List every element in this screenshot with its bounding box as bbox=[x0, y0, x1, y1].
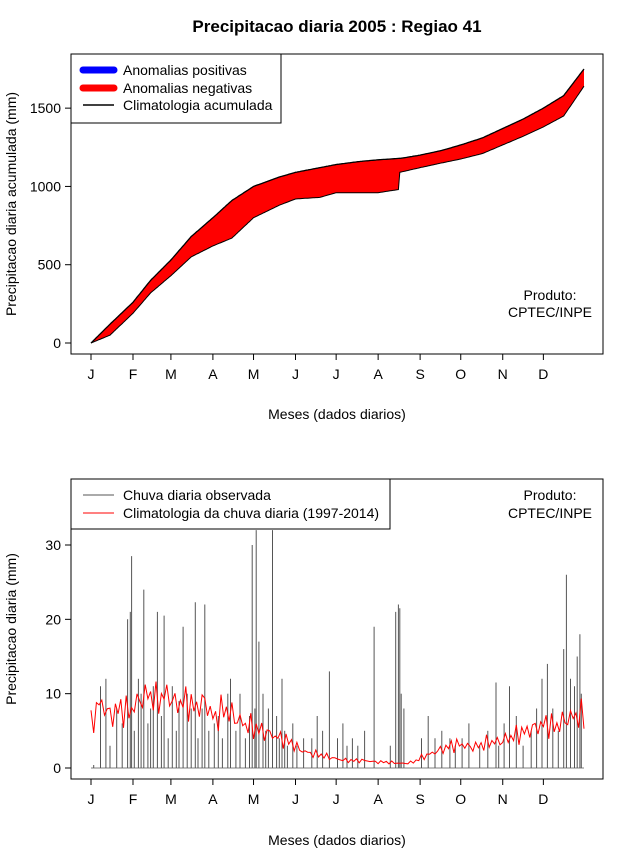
x-tick-label: O bbox=[455, 791, 466, 807]
y-tick-label: 500 bbox=[38, 257, 62, 273]
climatology-accumulated-line bbox=[90, 68, 585, 344]
observed-accumulated-line bbox=[90, 85, 585, 344]
x-tick-label: J bbox=[88, 791, 95, 807]
x-tick-label: S bbox=[415, 791, 424, 807]
x-tick-label: A bbox=[373, 366, 383, 382]
x-tick-label: M bbox=[248, 791, 260, 807]
figure-title: Precipitacao diaria 2005 : Regiao 41 bbox=[192, 17, 481, 36]
y-tick-label: 30 bbox=[45, 537, 61, 553]
y-tick-label: 0 bbox=[53, 335, 61, 351]
x-tick-label: J bbox=[292, 366, 299, 382]
daily-precipitation-chart: 0 10 20 30 J F M A M J J A S O N D Precipitacao diaria … bbox=[3, 478, 604, 848]
legend-label-negative: Anomalias negativas bbox=[123, 80, 252, 96]
legend-label-positive: Anomalias positivas bbox=[123, 62, 247, 78]
x-tick-label: J bbox=[333, 366, 340, 382]
climatology-daily-line bbox=[90, 681, 585, 765]
x-tick-label: O bbox=[455, 366, 466, 382]
y-tick-label: 10 bbox=[45, 686, 61, 702]
x-tick-label: J bbox=[292, 791, 299, 807]
product-source: CPTEC/INPE bbox=[508, 304, 592, 320]
x-tick-label: S bbox=[415, 366, 424, 382]
y-axis-label: Precipitacao diaria acumulada (mm) bbox=[3, 92, 19, 316]
x-tick-label: A bbox=[373, 791, 383, 807]
y-tick-label: 1000 bbox=[30, 178, 61, 194]
y-axis-label: Precipitacao diaria (mm) bbox=[3, 553, 19, 705]
x-tick-label: M bbox=[165, 791, 177, 807]
legend: Chuva diaria observada Climatologia da c… bbox=[70, 478, 391, 530]
legend: Anomalias positivas Anomalias negativas … bbox=[70, 53, 282, 124]
x-tick-label: D bbox=[538, 791, 548, 807]
y-tick-label: 20 bbox=[45, 611, 61, 627]
x-axis-label: Meses (dados diarios) bbox=[268, 832, 406, 848]
legend-label-observed: Chuva diaria observada bbox=[123, 487, 271, 503]
x-tick-label: J bbox=[333, 791, 340, 807]
product-label: Produto: bbox=[524, 487, 577, 503]
cumulative-precipitation-chart: 0 500 1000 1500 J F M A M J J A S O N D Precipitacao di… bbox=[3, 53, 604, 422]
product-label: Produto: bbox=[524, 287, 577, 303]
x-tick-label: M bbox=[248, 366, 260, 382]
x-tick-label: D bbox=[538, 366, 548, 382]
x-tick-label: N bbox=[498, 366, 508, 382]
legend-label-climatology: Climatologia da chuva diaria (1997-2014) bbox=[123, 505, 379, 521]
y-tick-label: 0 bbox=[53, 760, 61, 776]
x-tick-label: A bbox=[208, 366, 218, 382]
product-source: CPTEC/INPE bbox=[508, 505, 592, 521]
x-tick-label: F bbox=[129, 791, 138, 807]
x-tick-label: A bbox=[208, 791, 218, 807]
x-tick-label: M bbox=[165, 366, 177, 382]
x-tick-label: F bbox=[129, 366, 138, 382]
x-axis-label: Meses (dados diarios) bbox=[268, 406, 406, 422]
legend-label-climatology: Climatologia acumulada bbox=[123, 97, 273, 113]
y-tick-label: 1500 bbox=[30, 100, 61, 116]
x-tick-label: N bbox=[498, 791, 508, 807]
x-tick-label: J bbox=[88, 366, 95, 382]
